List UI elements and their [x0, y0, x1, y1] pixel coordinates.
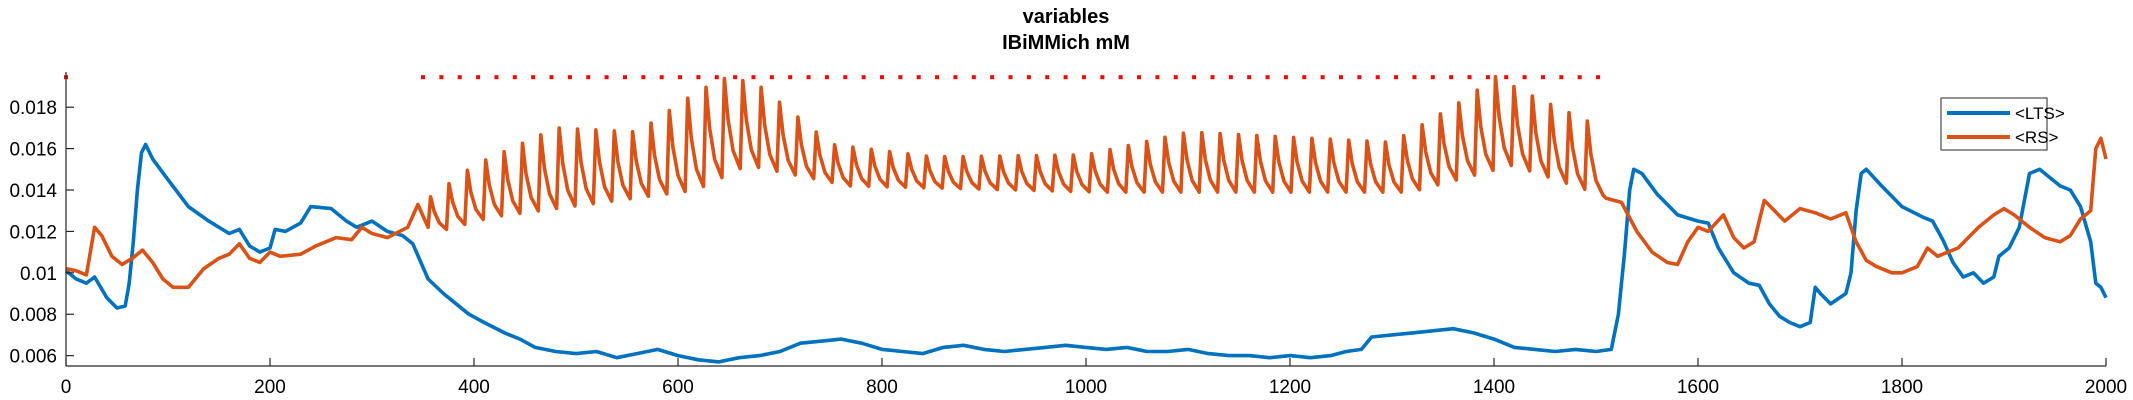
spike-marker: [1247, 75, 1252, 80]
x-tick-label: 400: [458, 377, 490, 398]
spike-marker: [1228, 75, 1233, 80]
spike-marker: [1485, 75, 1490, 80]
x-axis-ticks: 0 200 400 600 800 1000 1200 1400 1600 1800 2000: [61, 358, 2127, 398]
spike-marker: [1063, 75, 1068, 80]
spike-marker: [1559, 75, 1564, 80]
series-line-lts: [64, 142, 2108, 364]
spike-marker: [1026, 75, 1031, 80]
x-tick-label: 1000: [1065, 377, 1107, 398]
spike-marker: [769, 75, 774, 80]
spike-marker: [421, 75, 425, 80]
y-axis-ticks: 0.006 0.008 0.01 0.012 0.014 0.016 0.018: [9, 98, 74, 368]
legend-label-lts: <LTS>: [2015, 104, 2065, 123]
spike-marker: [494, 75, 499, 80]
spike-marker: [1449, 75, 1454, 80]
spike-markers: [64, 75, 1601, 80]
spike-marker: [659, 75, 664, 80]
spike-marker: [1412, 75, 1417, 80]
x-tick-label: 200: [254, 377, 286, 398]
spike-marker: [788, 75, 793, 80]
spike-marker: [1283, 75, 1288, 80]
spike-marker: [1045, 75, 1050, 80]
spike-marker: [1375, 75, 1380, 80]
spike-marker: [1302, 75, 1307, 80]
spike-marker: [953, 75, 958, 80]
spike-marker: [1265, 75, 1270, 80]
plot-area: 0 200 400 600 800 1000 1200 1400 1600 1800 2000 0.…: [9, 72, 2127, 398]
spike-marker: [824, 75, 829, 80]
spike-marker: [861, 75, 866, 80]
spike-marker: [935, 75, 940, 80]
spike-marker: [549, 75, 554, 80]
y-tick-label: 0.01: [20, 264, 57, 285]
spike-marker: [567, 75, 572, 80]
legend-box: [1940, 97, 2048, 151]
spike-marker: [1540, 75, 1545, 80]
spike-marker: [714, 75, 719, 80]
x-tick-label: 600: [662, 377, 694, 398]
spike-marker: [1504, 75, 1509, 80]
spike-marker: [1596, 75, 1601, 80]
y-tick-label: 0.018: [9, 98, 57, 119]
spike-marker: [696, 75, 701, 80]
x-tick-label: 1800: [1881, 377, 1923, 398]
spike-marker: [1320, 75, 1325, 80]
spike-marker: [880, 75, 884, 80]
spike-marker: [1522, 75, 1527, 80]
chart-title: variables: [1023, 6, 1110, 28]
spike-marker: [678, 75, 683, 80]
x-tick-label: 1600: [1677, 377, 1719, 398]
chart-subtitle: IBiMMich mM: [1002, 32, 1130, 54]
y-tick-label: 0.006: [9, 347, 57, 368]
series-lines: [64, 74, 2108, 364]
legend: <LTS> <RS>: [1940, 97, 2065, 151]
x-tick-label: 2000: [2085, 377, 2127, 398]
spike-marker: [1137, 75, 1142, 80]
spike-marker: [1394, 75, 1399, 80]
spike-marker: [916, 75, 921, 80]
spike-marker: [641, 75, 646, 80]
spike-marker: [1173, 75, 1178, 80]
x-tick-label: 1400: [1473, 377, 1515, 398]
y-tick-label: 0.012: [9, 222, 57, 243]
spike-marker: [971, 75, 976, 80]
spike-marker: [604, 75, 609, 80]
spike-marker: [622, 75, 627, 80]
spike-marker: [990, 75, 995, 80]
y-tick-label: 0.008: [9, 305, 57, 326]
spike-marker: [1577, 75, 1582, 80]
spike-marker: [1210, 75, 1215, 80]
spike-marker: [1081, 75, 1086, 80]
spike-marker: [1430, 75, 1435, 80]
spike-marker: [439, 75, 444, 80]
legend-label-rs: <RS>: [2015, 128, 2059, 147]
spike-marker: [1118, 75, 1123, 80]
spike-marker: [898, 75, 903, 80]
spike-marker: [1008, 75, 1013, 80]
series-line-rs: [65, 74, 2108, 290]
spike-marker: [1339, 75, 1343, 80]
spike-marker: [586, 75, 591, 80]
spike-marker: [733, 75, 738, 80]
spike-marker: [1357, 75, 1362, 80]
spike-marker: [806, 75, 811, 80]
spike-marker: [843, 75, 848, 80]
spike-marker: [751, 75, 756, 80]
spike-marker: [1467, 75, 1472, 80]
x-tick-label: 0: [61, 377, 72, 398]
y-tick-label: 0.014: [9, 181, 57, 202]
spike-marker: [531, 75, 536, 80]
y-tick-label: 0.016: [9, 140, 57, 161]
spike-marker: [1192, 75, 1197, 80]
spike-marker: [457, 75, 462, 80]
spike-marker: [512, 75, 517, 80]
x-tick-label: 800: [866, 377, 898, 398]
spike-marker: [1155, 75, 1160, 80]
spike-marker: [476, 75, 481, 80]
x-tick-label: 1200: [1269, 377, 1311, 398]
spike-marker: [1100, 75, 1105, 80]
